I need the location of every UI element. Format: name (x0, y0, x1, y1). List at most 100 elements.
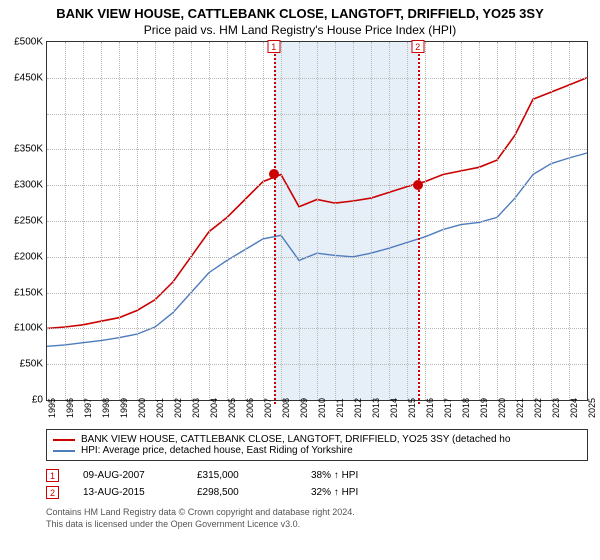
transaction-row: 1 09-AUG-2007 £315,000 38% ↑ HPI (46, 467, 588, 484)
legend-swatch-red (53, 439, 75, 441)
y-axis-label: £100K (1, 323, 43, 334)
x-axis-label: 2020 (497, 398, 507, 418)
x-gridline (209, 42, 210, 400)
transaction-row: 2 13-AUG-2015 £298,500 32% ↑ HPI (46, 484, 588, 501)
x-gridline (65, 42, 66, 400)
x-gridline (461, 42, 462, 400)
transaction-date: 13-AUG-2015 (83, 487, 173, 498)
x-gridline (515, 42, 516, 400)
footer-line-2: This data is licensed under the Open Gov… (46, 519, 588, 531)
x-gridline (425, 42, 426, 400)
x-axis-label: 2019 (479, 398, 489, 418)
x-axis-label: 2018 (461, 398, 471, 418)
chart-legend: BANK VIEW HOUSE, CATTLEBANK CLOSE, LANGT… (46, 429, 588, 461)
legend-row-red: BANK VIEW HOUSE, CATTLEBANK CLOSE, LANGT… (53, 434, 581, 445)
x-axis-label: 1998 (101, 398, 111, 418)
x-axis-label: 2006 (245, 398, 255, 418)
x-axis-label: 2008 (281, 398, 291, 418)
x-gridline (137, 42, 138, 400)
x-axis-label: 2009 (299, 398, 309, 418)
transaction-delta: 38% ↑ HPI (311, 470, 401, 481)
price-chart: £0£50K£100K£150K£200K£250K£300K£350K£450… (46, 41, 588, 401)
x-gridline (407, 42, 408, 400)
y-axis-label: £200K (1, 251, 43, 262)
transaction-price: £315,000 (197, 470, 287, 481)
x-gridline (371, 42, 372, 400)
y-axis-label: £0 (1, 395, 43, 406)
x-gridline (281, 42, 282, 400)
transaction-number-box: 1 (46, 469, 59, 482)
x-gridline (479, 42, 480, 400)
x-gridline (389, 42, 390, 400)
x-axis-label: 2011 (335, 398, 345, 417)
transaction-marker-box: 1 (267, 40, 280, 53)
x-gridline (299, 42, 300, 400)
x-gridline (353, 42, 354, 400)
footer-line-1: Contains HM Land Registry data © Crown c… (46, 507, 588, 519)
x-axis-label: 2012 (353, 398, 363, 418)
x-axis-label: 2021 (515, 398, 525, 418)
chart-title: BANK VIEW HOUSE, CATTLEBANK CLOSE, LANGT… (0, 0, 600, 21)
x-axis-label: 2023 (551, 398, 561, 418)
x-axis-label: 2025 (587, 398, 597, 418)
y-axis-label: £250K (1, 216, 43, 227)
x-gridline (317, 42, 318, 400)
transaction-delta: 32% ↑ HPI (311, 487, 401, 498)
x-axis-label: 2015 (407, 398, 417, 418)
x-axis-label: 1995 (47, 398, 57, 418)
x-axis-label: 2003 (191, 398, 201, 418)
transaction-number-box: 2 (46, 486, 59, 499)
legend-label-red: BANK VIEW HOUSE, CATTLEBANK CLOSE, LANGT… (81, 434, 510, 445)
x-axis-label: 2000 (137, 398, 147, 418)
legend-swatch-blue (53, 450, 75, 452)
transaction-vline (418, 42, 420, 404)
x-gridline (173, 42, 174, 400)
transaction-marker-box: 2 (411, 40, 424, 53)
legend-label-blue: HPI: Average price, detached house, East… (81, 445, 353, 456)
x-axis-label: 1996 (65, 398, 75, 418)
transaction-date: 09-AUG-2007 (83, 470, 173, 481)
x-axis-label: 2016 (425, 398, 435, 418)
y-axis-label: £300K (1, 180, 43, 191)
x-axis-label: 2013 (371, 398, 381, 418)
x-axis-label: 2004 (209, 398, 219, 418)
x-axis-label: 2005 (227, 398, 237, 418)
y-axis-label: £150K (1, 287, 43, 298)
x-axis-label: 2001 (155, 398, 165, 418)
x-gridline (533, 42, 534, 400)
x-gridline (83, 42, 84, 400)
x-axis-label: 1997 (83, 398, 93, 418)
x-axis-label: 2010 (317, 398, 327, 418)
x-axis-label: 2002 (173, 398, 183, 418)
transaction-dot (413, 180, 423, 190)
legend-row-blue: HPI: Average price, detached house, East… (53, 445, 581, 456)
y-axis-label: £500K (1, 37, 43, 48)
x-gridline (569, 42, 570, 400)
footer-attribution: Contains HM Land Registry data © Crown c… (46, 507, 588, 530)
x-axis-label: 2017 (443, 398, 453, 418)
x-gridline (119, 42, 120, 400)
x-gridline (227, 42, 228, 400)
transaction-price: £298,500 (197, 487, 287, 498)
x-gridline (497, 42, 498, 400)
y-axis-label: £350K (1, 144, 43, 155)
x-axis-label: 2024 (569, 398, 579, 418)
x-gridline (101, 42, 102, 400)
transaction-vline (274, 42, 276, 404)
x-gridline (191, 42, 192, 400)
transaction-list: 1 09-AUG-2007 £315,000 38% ↑ HPI 2 13-AUG-201… (46, 467, 588, 501)
x-gridline (245, 42, 246, 400)
y-axis-label: £50K (1, 359, 43, 370)
x-gridline (551, 42, 552, 400)
x-gridline (443, 42, 444, 400)
x-gridline (155, 42, 156, 400)
transaction-dot (269, 169, 279, 179)
x-axis-label: 2014 (389, 398, 399, 418)
x-axis-label: 2007 (263, 398, 273, 418)
y-axis-label: £450K (1, 72, 43, 83)
chart-subtitle: Price paid vs. HM Land Registry's House … (0, 21, 600, 41)
x-gridline (263, 42, 264, 400)
x-axis-label: 2022 (533, 398, 543, 418)
x-gridline (335, 42, 336, 400)
x-axis-label: 1999 (119, 398, 129, 418)
